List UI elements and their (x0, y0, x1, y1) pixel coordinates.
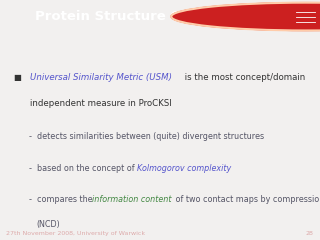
Text: -: - (29, 132, 32, 141)
Text: information content: information content (92, 195, 172, 204)
Text: 27th November 2008, University of Warwick: 27th November 2008, University of Warwic… (6, 231, 146, 235)
Text: of two contact maps by compression: of two contact maps by compression (173, 195, 320, 204)
Text: Universal Similarity Metric (USM): Universal Similarity Metric (USM) (30, 73, 172, 82)
Text: compares the: compares the (37, 195, 95, 204)
Text: (NCD): (NCD) (37, 220, 60, 229)
Text: -: - (29, 164, 32, 173)
Text: Protein Structure Comparison: Protein Structure Comparison (35, 10, 259, 23)
Text: Kolmogorov complexity: Kolmogorov complexity (137, 164, 231, 173)
Text: detects similarities between (quite) divergent structures: detects similarities between (quite) div… (37, 132, 264, 141)
Text: ■: ■ (13, 73, 21, 82)
Circle shape (171, 3, 320, 30)
Text: independent measure in ProCKSI: independent measure in ProCKSI (30, 99, 172, 108)
Text: 28: 28 (306, 231, 314, 235)
Text: is the most concept/domain: is the most concept/domain (182, 73, 306, 82)
Text: based on the concept of: based on the concept of (37, 164, 137, 173)
Text: -: - (29, 195, 32, 204)
